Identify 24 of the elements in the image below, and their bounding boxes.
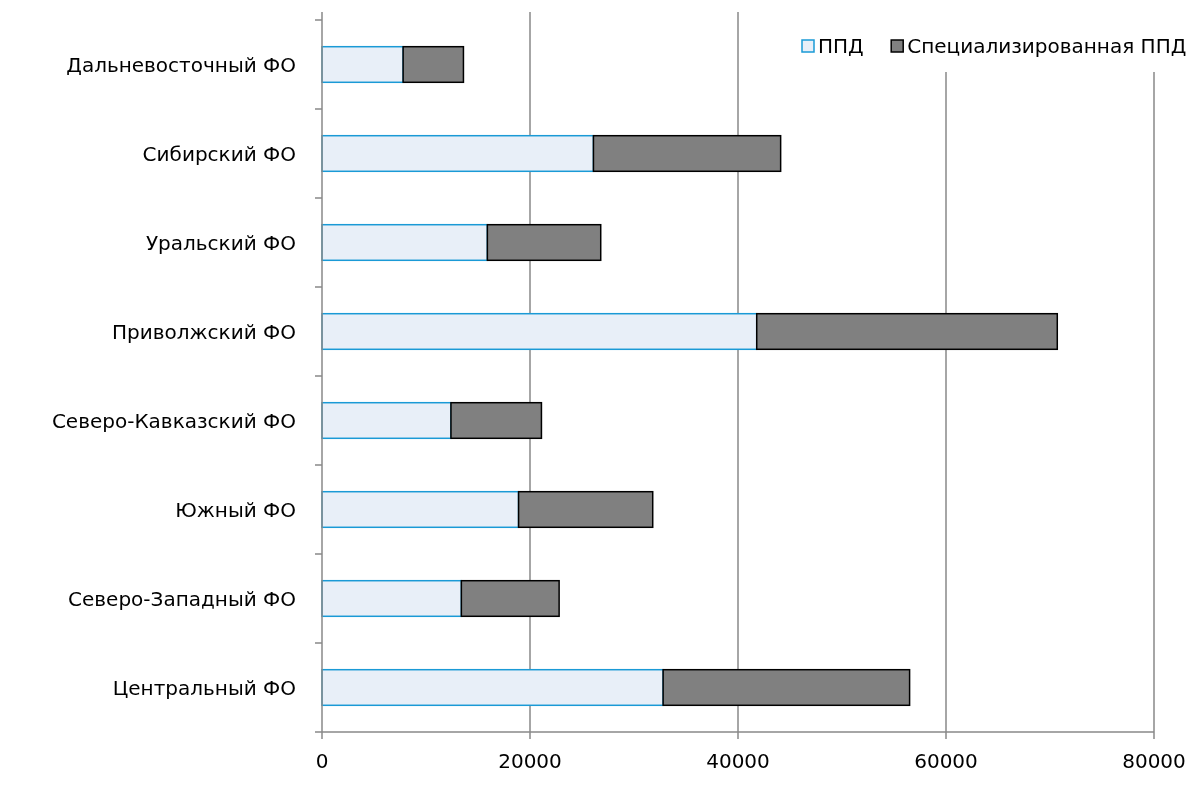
y-tick-label: Уральский ФО <box>145 230 296 255</box>
bar <box>321 579 463 618</box>
y-tick-label: Северо-Кавказский ФО <box>51 408 296 433</box>
legend-label: Специализированная ППД <box>907 34 1187 58</box>
y-tick-label: Центральный ФО <box>112 675 296 700</box>
bar <box>321 312 758 351</box>
bar <box>402 45 465 84</box>
y-tick-label: Дальневосточный ФО <box>66 52 296 77</box>
y-tick-label: Приволжский ФО <box>112 319 296 344</box>
bar <box>321 490 520 529</box>
y-tick-label: Сибирский ФО <box>142 141 296 166</box>
bar <box>321 45 404 84</box>
x-tick-label: 20000 <box>498 749 562 773</box>
legend-label: ППД <box>818 34 864 58</box>
x-tick-label: 80000 <box>1122 749 1186 773</box>
bar <box>321 134 595 173</box>
bar <box>321 668 664 707</box>
y-tick-label: Южный ФО <box>175 497 296 522</box>
x-tick-label: 60000 <box>914 749 978 773</box>
x-tick-label: 0 <box>315 749 329 773</box>
bar <box>321 223 489 262</box>
y-tick-label: Северо-Западный ФО <box>68 586 296 611</box>
x-tick-label: 40000 <box>706 749 770 773</box>
bar <box>321 401 452 440</box>
